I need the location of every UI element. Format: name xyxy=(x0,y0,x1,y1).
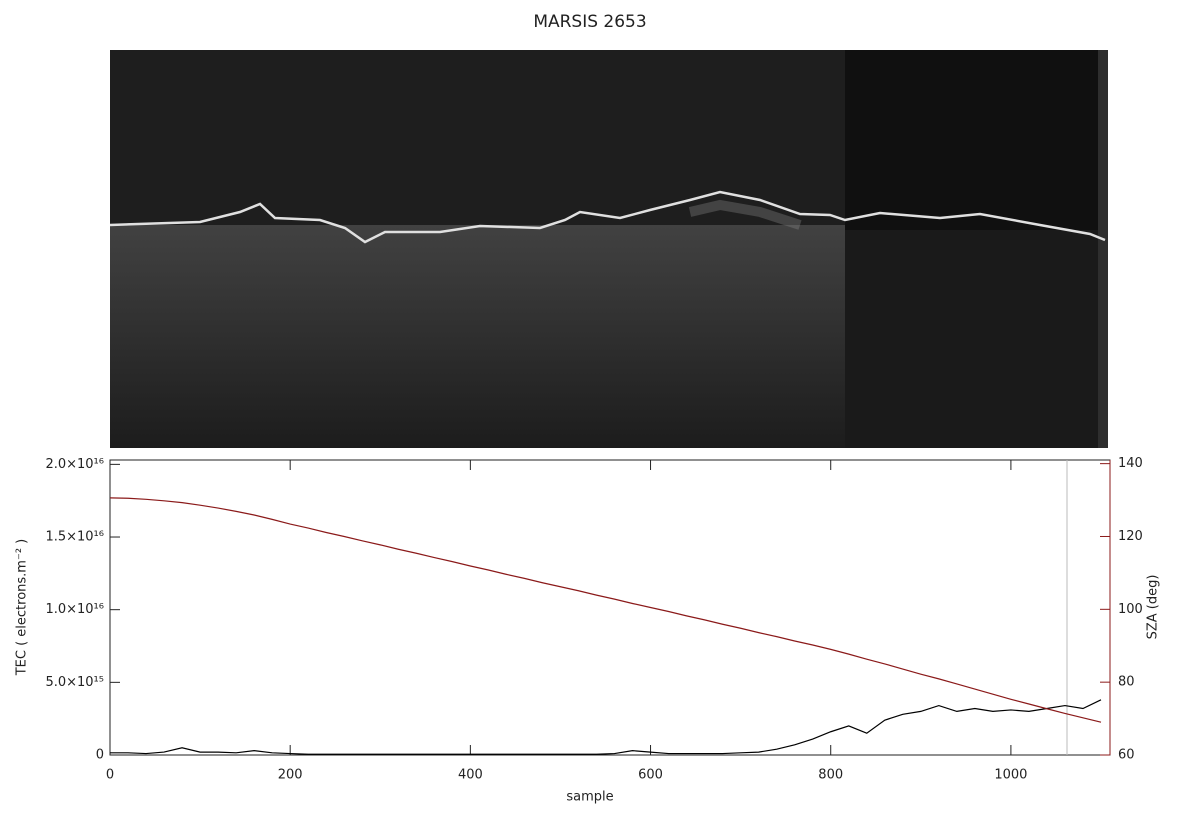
x-tick-label: 1000 xyxy=(994,768,1027,783)
x-tick-label: 400 xyxy=(458,768,483,783)
y-tick-label: 0 xyxy=(96,748,104,763)
y2-tick-label: 100 xyxy=(1118,602,1143,617)
y2-tick-label: 80 xyxy=(1118,675,1135,690)
x-tick-label: 0 xyxy=(106,768,114,783)
chart-title: MARSIS 2653 xyxy=(533,12,646,32)
series-line xyxy=(109,497,1102,723)
y-tick-label: 1.5×10¹⁶ xyxy=(45,530,104,545)
x-tick-label: 800 xyxy=(818,768,843,783)
y-tick-label: 2.0×10¹⁶ xyxy=(45,457,104,472)
radargram xyxy=(109,50,1108,448)
y-tick-label: 1.0×10¹⁶ xyxy=(45,602,104,617)
y2-tick-label: 60 xyxy=(1118,748,1135,763)
y-tick-label: 5.0×10¹⁵ xyxy=(45,675,104,690)
y2-axis-label: SZA (deg) xyxy=(1146,575,1161,640)
y2-tick-label: 140 xyxy=(1118,456,1143,471)
x-tick-label: 200 xyxy=(278,768,303,783)
y-axis-label: TEC ( electrons.m⁻² ) xyxy=(15,539,30,677)
x-tick-label: 600 xyxy=(638,768,663,783)
series-line xyxy=(110,699,1102,755)
y2-tick-label: 120 xyxy=(1118,529,1143,544)
x-axis-label: sample xyxy=(566,790,613,805)
